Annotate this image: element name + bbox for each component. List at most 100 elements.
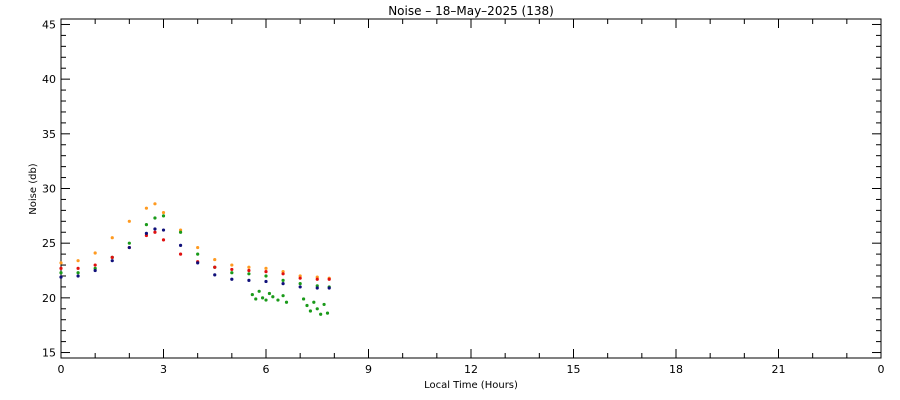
x-tick-label: 12 (464, 363, 478, 376)
data-point (196, 252, 200, 256)
data-point (110, 259, 114, 263)
data-point (161, 228, 166, 232)
series-0 (59, 202, 331, 280)
x-tick-label: 15 (567, 363, 581, 376)
data-point (230, 277, 234, 281)
data-point (319, 312, 323, 316)
data-point (230, 267, 234, 272)
data-point (76, 274, 80, 278)
data-point (93, 266, 97, 270)
data-point (178, 228, 183, 232)
data-point (230, 271, 234, 275)
data-point (301, 297, 306, 301)
y-axis-label: Noise (db) (28, 163, 39, 215)
y-tick-label: 45 (42, 18, 56, 31)
data-point (315, 286, 319, 290)
y-tick-label: 30 (42, 183, 56, 196)
axis-ticks (60, 19, 882, 358)
data-point (247, 278, 251, 282)
data-point (153, 202, 157, 206)
data-point (315, 307, 319, 311)
data-point (93, 263, 97, 267)
data-point (153, 227, 157, 231)
data-point (161, 210, 166, 215)
data-point (281, 294, 285, 298)
data-point (230, 263, 234, 267)
y-tick-label: 35 (42, 128, 56, 141)
data-point (312, 300, 316, 304)
series-3 (59, 230, 331, 281)
data-point (144, 206, 149, 210)
data-point (247, 272, 251, 276)
data-point (267, 291, 272, 296)
data-point (127, 241, 131, 245)
data-point (264, 274, 268, 278)
data-point (76, 266, 80, 270)
data-point (264, 266, 268, 270)
data-point (178, 243, 183, 247)
data-point (305, 303, 309, 308)
chart-title: Noise – 18–May–2025 (138) (388, 4, 554, 18)
data-point (325, 311, 330, 315)
data-point (110, 236, 114, 240)
data-point (298, 276, 302, 280)
data-point (257, 289, 261, 293)
data-point (250, 292, 254, 297)
data-point (178, 230, 183, 234)
x-tick-label: 6 (263, 363, 270, 376)
data-point (327, 286, 331, 290)
y-tick-label: 40 (42, 73, 56, 86)
data-point (322, 302, 326, 307)
data-point (308, 309, 313, 313)
data-point (281, 272, 285, 276)
x-tick-label: 0 (58, 363, 65, 376)
y-tick-label: 15 (42, 347, 56, 360)
data-point (161, 214, 166, 218)
y-tick-label: 20 (42, 292, 56, 305)
data-point (276, 298, 280, 302)
data-point (127, 219, 131, 223)
data-point (264, 270, 268, 274)
data-point (298, 282, 302, 286)
data-point (254, 297, 258, 301)
series-1 (59, 214, 331, 289)
data-point (153, 230, 157, 234)
series-4 (59, 227, 331, 290)
x-axis-label: Local Time (Hours) (424, 380, 518, 391)
series-2 (250, 289, 330, 316)
data-point (213, 265, 217, 269)
x-tick-label: 21 (772, 363, 786, 376)
data-point (260, 296, 265, 300)
data-point (144, 231, 149, 235)
data-series (59, 202, 331, 316)
data-point (315, 277, 319, 281)
data-point (264, 298, 268, 302)
data-point (93, 251, 97, 255)
y-tick-label: 25 (42, 237, 56, 250)
x-tick-label: 18 (669, 363, 683, 376)
data-point (213, 273, 217, 277)
data-point (196, 245, 200, 250)
data-point (161, 238, 166, 242)
data-point (298, 274, 302, 278)
data-point (153, 216, 157, 220)
x-tick-label: 3 (160, 363, 167, 376)
data-point (284, 300, 289, 304)
x-tick-label: 9 (365, 363, 372, 376)
plot-frame (60, 18, 882, 359)
data-point (59, 266, 63, 270)
data-point (281, 270, 285, 274)
data-point (59, 261, 63, 265)
data-point (127, 245, 131, 250)
data-point (264, 279, 268, 284)
data-point (281, 282, 285, 286)
data-point (76, 271, 80, 275)
x-tick-label: 0 (878, 363, 885, 376)
data-point (247, 268, 251, 273)
data-point (196, 261, 200, 265)
data-point (144, 222, 149, 227)
data-point (327, 277, 331, 281)
data-point (298, 285, 302, 289)
